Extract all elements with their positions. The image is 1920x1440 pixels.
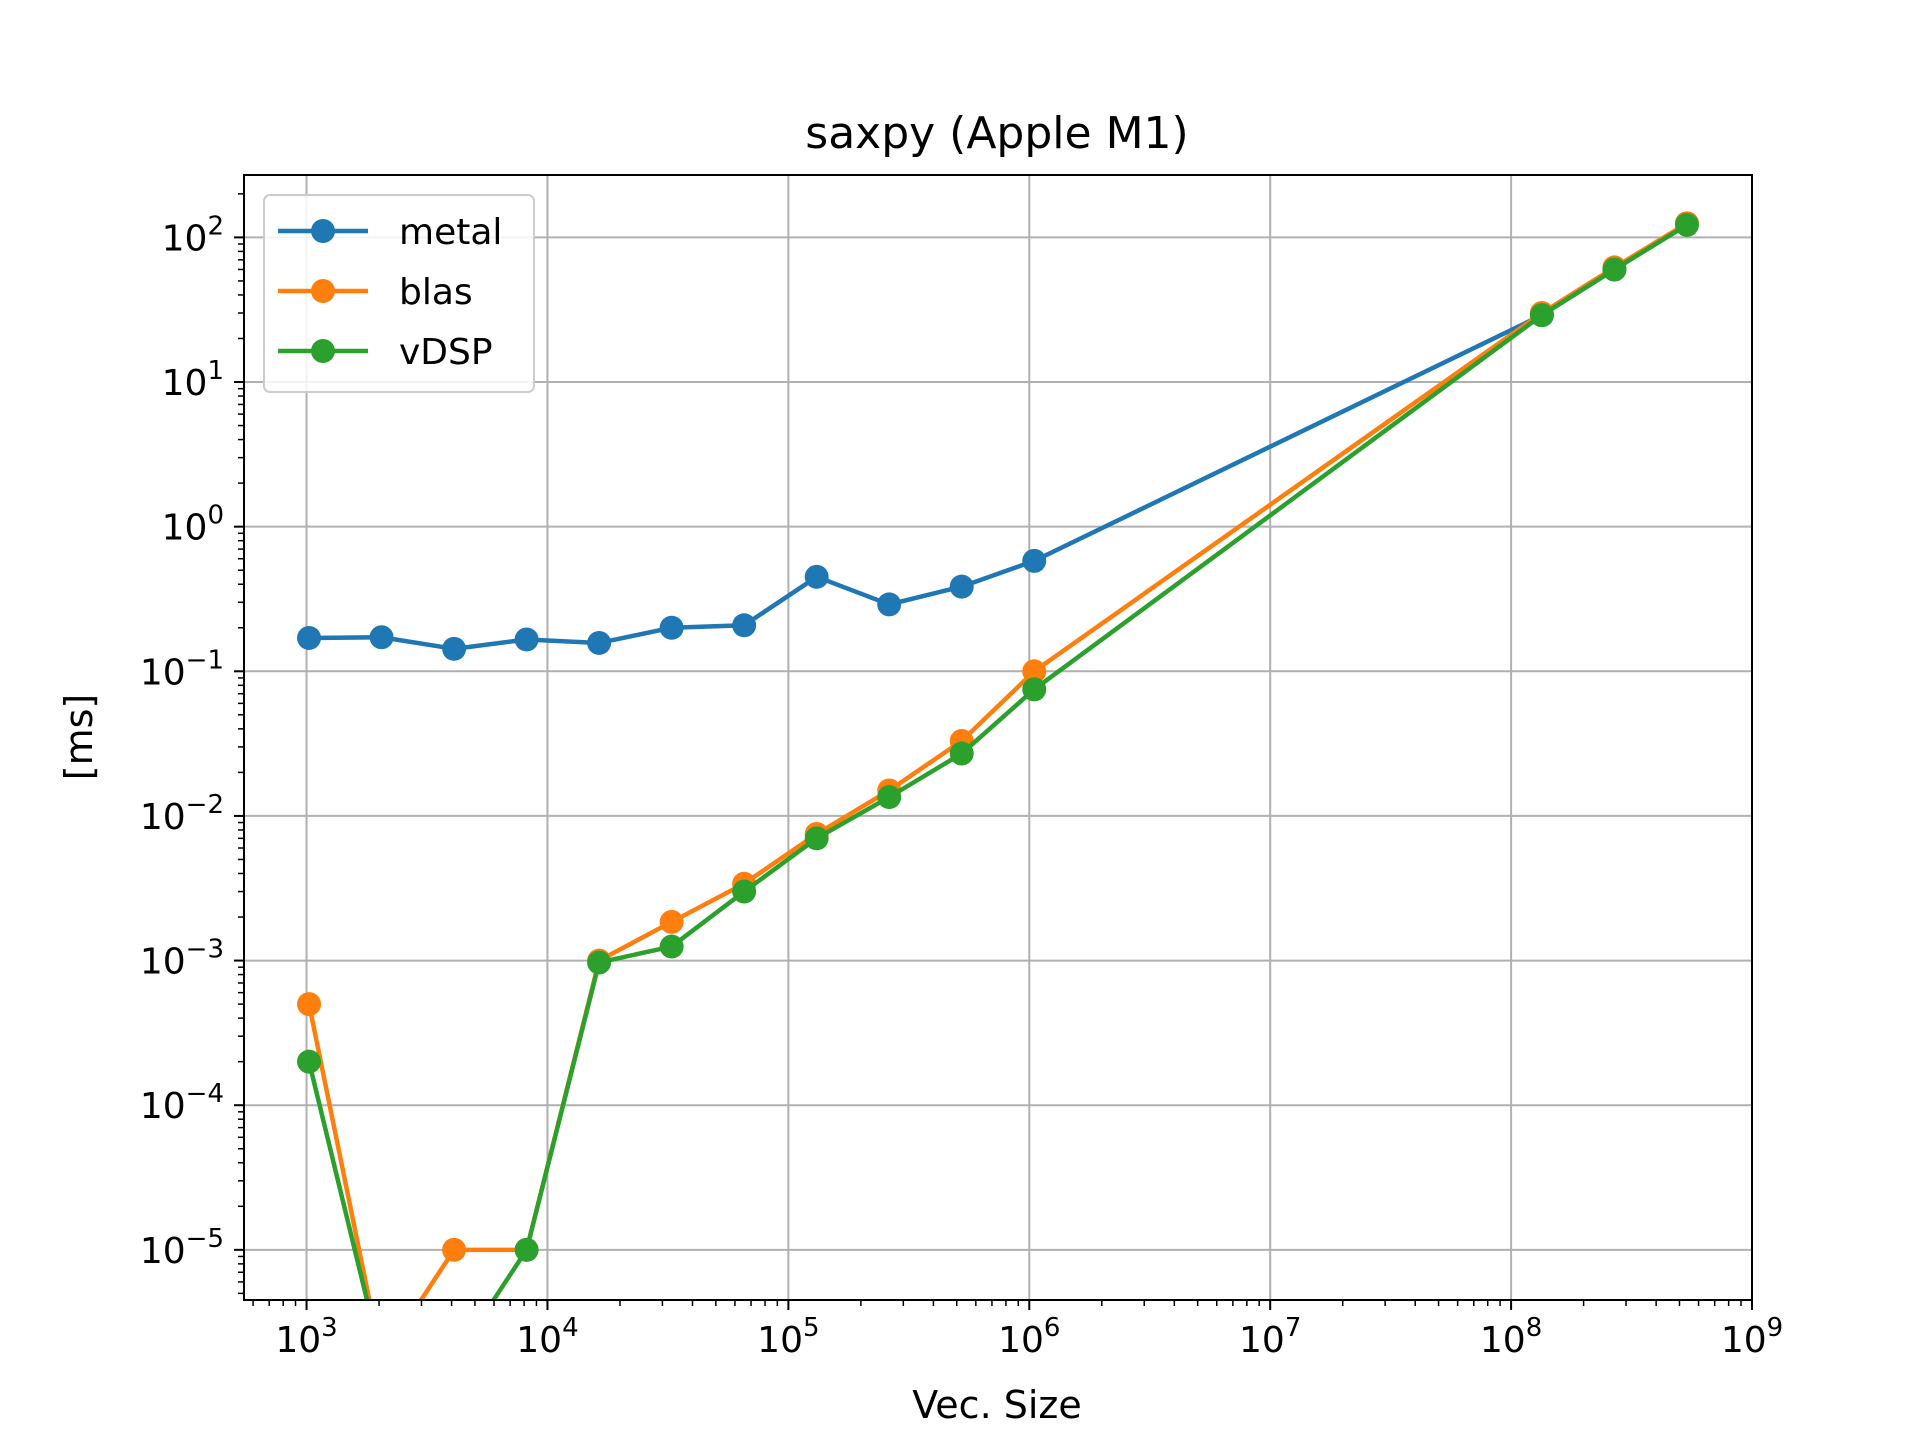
data-point-metal [369, 625, 394, 650]
y-tick-exponent: −5 [186, 1224, 224, 1254]
legend-label-blas: blas [399, 272, 473, 313]
x-tick-label: 104 [516, 1313, 578, 1361]
y-tick-exponent: 0 [207, 501, 224, 531]
y-tick-label: 102 [162, 211, 224, 259]
x-axis-label: Vec. Size [912, 1383, 1081, 1427]
data-point-vDSP [877, 785, 902, 810]
legend-marker-metal [311, 219, 335, 243]
series-line-vDSP [306, 222, 1689, 1300]
x-tick-base: 10 [1480, 1320, 1526, 1361]
y-tick-exponent: 2 [207, 211, 224, 241]
y-tick-base: 10 [140, 942, 186, 983]
data-point-metal [659, 615, 684, 640]
data-point-vDSP [1602, 257, 1627, 282]
y-tick-base: 10 [140, 652, 186, 693]
y-tick-exponent: −3 [186, 935, 224, 965]
data-point-metal [297, 625, 322, 650]
data-point-vDSP [949, 741, 974, 766]
data-point-vDSP [587, 950, 612, 975]
x-tick-base: 10 [275, 1320, 321, 1361]
x-tick-base: 10 [516, 1320, 562, 1361]
y-tick-label: 10−4 [140, 1079, 224, 1127]
legend-marker-blas [311, 279, 335, 303]
x-tick-label: 109 [1721, 1313, 1783, 1361]
y-tick-exponent: −2 [186, 790, 224, 820]
data-point-metal [442, 636, 467, 661]
data-point-metal [949, 574, 974, 599]
series-line-metal [309, 221, 1689, 652]
x-tick-label: 108 [1480, 1313, 1542, 1361]
data-point-metal [804, 564, 829, 589]
data-point-blas [297, 992, 322, 1017]
y-axis-label: [ms] [57, 694, 101, 780]
x-tick-label: 105 [757, 1313, 819, 1361]
data-point-metal [877, 592, 902, 617]
x-tick-base: 10 [1721, 1320, 1767, 1361]
legend-label-metal: metal [399, 212, 502, 253]
data-point-metal [732, 613, 757, 638]
x-tick-label: 107 [1239, 1313, 1301, 1361]
y-tick-base: 10 [162, 363, 208, 404]
y-tick-exponent: −4 [186, 1079, 224, 1109]
data-point-blas [1022, 659, 1047, 684]
y-tick-exponent: −1 [186, 645, 224, 675]
data-point-vDSP [732, 879, 757, 904]
x-tick-label: 106 [998, 1313, 1060, 1361]
y-tick-label: 10−2 [140, 790, 224, 838]
legend: metal blas vDSP [263, 194, 535, 393]
y-tick-exponent: 1 [207, 356, 224, 386]
data-point-blas [659, 909, 684, 934]
data-point-metal [514, 627, 539, 652]
x-tick-exponent: 3 [321, 1313, 338, 1343]
x-tick-exponent: 6 [1044, 1313, 1061, 1343]
x-tick-exponent: 5 [803, 1313, 820, 1343]
data-point-vDSP [1529, 303, 1554, 328]
legend-label-vDSP: vDSP [399, 332, 493, 373]
x-tick-label: 103 [275, 1313, 337, 1361]
series-layer [297, 211, 1699, 1300]
y-tick-label: 100 [162, 501, 224, 549]
y-tick-label: 10−1 [140, 645, 224, 693]
y-tick-label: 10−5 [140, 1224, 224, 1272]
legend-marker-vDSP [311, 339, 335, 363]
y-tick-base: 10 [162, 218, 208, 259]
data-point-vDSP [804, 826, 829, 851]
data-point-vDSP [514, 1237, 539, 1262]
data-point-vDSP [659, 934, 684, 959]
x-tick-exponent: 7 [1285, 1313, 1302, 1343]
plot-frame [243, 174, 1753, 1301]
x-tick-exponent: 4 [562, 1313, 579, 1343]
data-point-vDSP [1674, 212, 1699, 237]
x-tick-exponent: 8 [1526, 1313, 1543, 1343]
series-line-blas [306, 221, 1689, 1300]
data-point-vDSP [1022, 677, 1047, 702]
y-tick-label: 10−3 [140, 935, 224, 983]
y-tick-base: 10 [140, 797, 186, 838]
y-tick-label: 101 [162, 356, 224, 404]
axis-ticks: 103 104 105 106 107 108 10910−510−410−310−210−… [140, 193, 1783, 1361]
x-tick-base: 10 [998, 1320, 1044, 1361]
y-tick-base: 10 [140, 1086, 186, 1127]
x-tick-exponent: 9 [1767, 1313, 1784, 1343]
x-tick-base: 10 [757, 1320, 803, 1361]
data-point-metal [587, 630, 612, 655]
y-tick-base: 10 [162, 508, 208, 549]
data-point-vDSP [297, 1049, 322, 1074]
data-point-blas [442, 1237, 467, 1262]
chart-title: saxpy (Apple M1) [805, 108, 1188, 159]
data-point-metal [1022, 548, 1047, 573]
x-tick-base: 10 [1239, 1320, 1285, 1361]
y-tick-base: 10 [140, 1231, 186, 1272]
